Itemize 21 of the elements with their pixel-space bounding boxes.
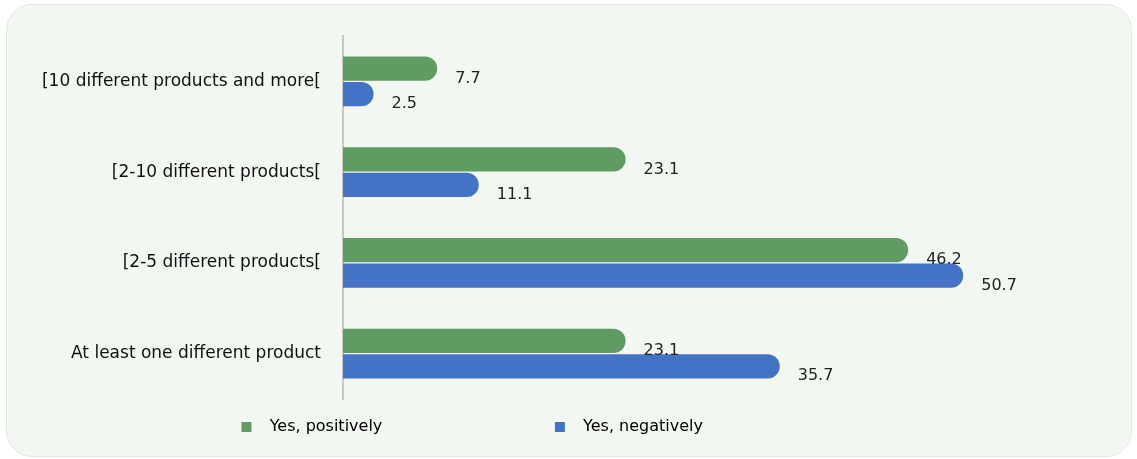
data-label: 35.7 (797, 365, 834, 385)
data-label: 23.1 (643, 158, 680, 178)
data-label: 7.7 (455, 67, 481, 87)
data-label: 50.7 (981, 274, 1017, 294)
data-label: 23.1 (643, 340, 680, 360)
bar (342, 56, 438, 81)
bar (342, 328, 626, 353)
data-label: 2.5 (391, 93, 418, 113)
y-tick-label: [2-5 different products[ (122, 251, 321, 272)
bar (342, 263, 964, 288)
y-tick-label: At least one different product (71, 342, 322, 363)
bar (342, 147, 626, 172)
y-tick-label: [10 different products and more[ (41, 69, 321, 90)
data-label: 46.2 (926, 249, 962, 269)
legend-label: Yes, negatively (572, 416, 856, 436)
y-tick-label: [2-10 different products[ (111, 160, 321, 181)
bar (342, 172, 479, 197)
data-label: 11.1 (496, 183, 533, 203)
bar (342, 238, 909, 263)
bar (342, 354, 780, 379)
legend-label: Yes, positively (259, 416, 535, 436)
